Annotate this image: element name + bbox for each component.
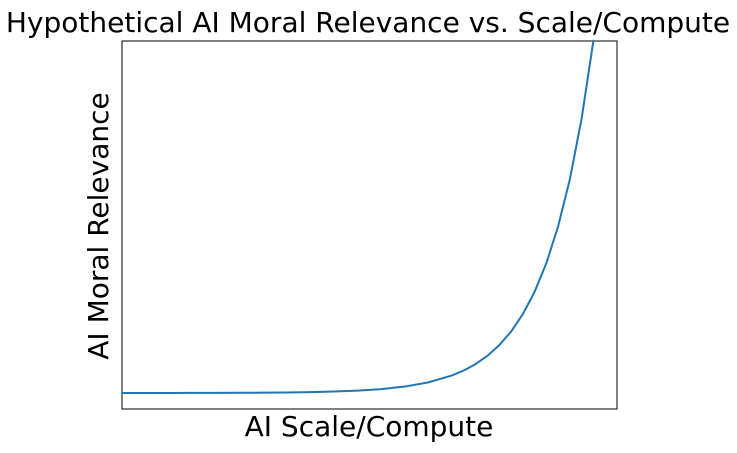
chart-title: Hypothetical AI Moral Relevance vs. Scal…: [6, 6, 730, 39]
plot-area: [121, 40, 618, 410]
series-line-1: [121, 39, 595, 394]
x-axis-label: AI Scale/Compute: [245, 410, 494, 443]
series-layer: [121, 39, 595, 394]
y-axis-label: AI Moral Relevance: [82, 92, 115, 359]
